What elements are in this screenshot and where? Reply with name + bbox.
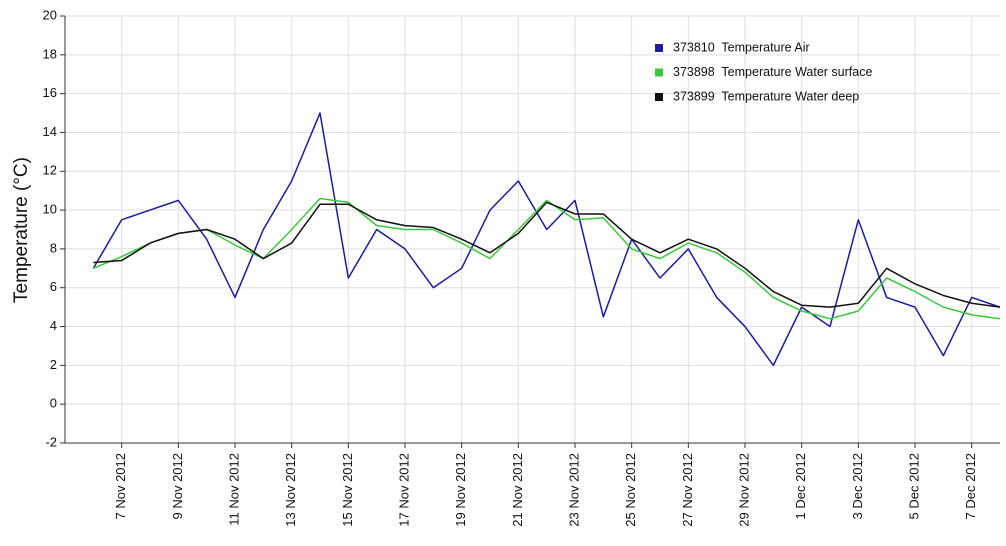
x-tick-label: 27 Nov 2012 <box>680 453 695 527</box>
y-tick-label: 6 <box>50 279 57 294</box>
y-tick-label: 20 <box>43 7 57 22</box>
series-line <box>92 112 1001 367</box>
x-tick-label: 23 Nov 2012 <box>566 453 581 527</box>
legend-label: 373898 Temperature Water surface <box>673 65 872 79</box>
y-tick-label: 12 <box>43 163 57 178</box>
x-tick-label: 17 Nov 2012 <box>396 453 411 527</box>
x-tick-label: 7 Dec 2012 <box>963 453 978 520</box>
y-tick-label: 10 <box>43 202 57 217</box>
x-tick-label: 3 Dec 2012 <box>850 453 865 520</box>
legend-label: 373899 Temperature Water deep <box>673 89 859 103</box>
y-axis-label: Temperature (°C) <box>11 157 32 303</box>
x-tick-label: 15 Nov 2012 <box>340 453 355 527</box>
x-tick-label: 19 Nov 2012 <box>453 453 468 527</box>
x-tick-label: 9 Nov 2012 <box>170 453 185 520</box>
series-line <box>93 197 1001 320</box>
y-tick-label: 8 <box>50 240 57 255</box>
series-line <box>93 201 1001 308</box>
x-tick-label: 11 Nov 2012 <box>226 453 241 526</box>
x-tick-label: 5 Dec 2012 <box>906 453 921 520</box>
x-tick-label: 13 Nov 2012 <box>283 453 298 527</box>
y-tick-label: 16 <box>43 85 57 100</box>
legend-marker <box>655 93 663 101</box>
legend-label: 373810 Temperature Air <box>673 40 810 54</box>
x-tick-label: 25 Nov 2012 <box>623 453 638 527</box>
x-tick-label: 7 Nov 2012 <box>113 453 128 520</box>
y-tick-label: 14 <box>43 124 57 139</box>
x-tick-label: 1 Dec 2012 <box>793 453 808 520</box>
x-tick-label: 29 Nov 2012 <box>736 453 751 527</box>
legend-marker <box>655 44 663 52</box>
y-tick-label: 4 <box>50 318 57 333</box>
y-tick-label: -2 <box>45 434 57 449</box>
y-tick-label: 2 <box>50 357 57 372</box>
y-tick-label: 18 <box>43 46 57 61</box>
legend-marker <box>655 68 663 77</box>
x-tick-label: 21 Nov 2012 <box>510 453 525 527</box>
y-tick-label: 0 <box>50 396 57 411</box>
